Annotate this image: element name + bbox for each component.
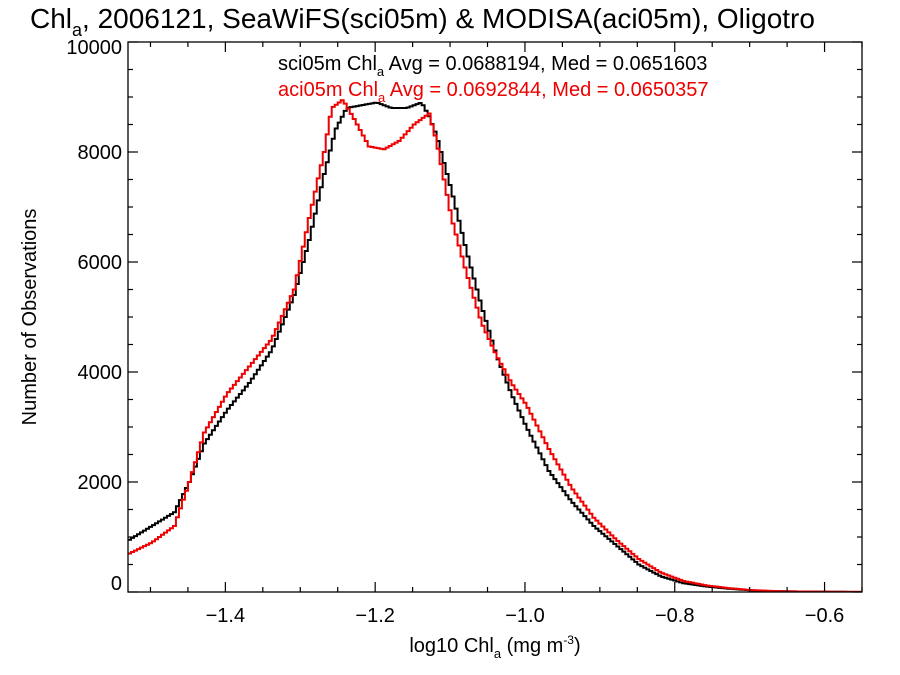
y-axis: 0 2000 4000 6000 8000 10000 <box>66 37 862 595</box>
y-axis-label: Number of Observations <box>19 209 41 426</box>
x-axis-label: log10 Chla (mg m-3) <box>409 633 580 661</box>
y-tick-label: 2000 <box>78 472 123 494</box>
y-tick-label: 4000 <box>78 362 123 384</box>
plot-frame <box>127 41 863 593</box>
annotation-sci05m: sci05m Chla Avg = 0.0688194, Med = 0.065… <box>278 53 707 79</box>
annotation-aci05m: aci05m Chla Avg = 0.0692844, Med = 0.065… <box>278 79 709 105</box>
plot-area <box>128 99 862 592</box>
y-tick-label: 0 <box>111 573 122 595</box>
x-tick-label: −1.0 <box>505 605 544 627</box>
chart-title: Chla, 2006121, SeaWiFS(sci05m) & MODISA(… <box>30 3 815 40</box>
x-tick-label: −1.2 <box>355 605 394 627</box>
series-line-aci05m <box>128 99 862 592</box>
y-tick-label: 6000 <box>78 252 123 274</box>
x-tick-label: −1.4 <box>206 605 245 627</box>
series-line-sci05m <box>128 101 862 592</box>
y-tick-label: 10000 <box>66 37 122 59</box>
x-tick-label: −0.6 <box>805 605 844 627</box>
y-tick-label: 8000 <box>78 142 123 164</box>
x-tick-label: −0.8 <box>655 605 694 627</box>
x-axis: −1.4 −1.2 −1.0 −0.8 −0.6 <box>149 42 863 627</box>
